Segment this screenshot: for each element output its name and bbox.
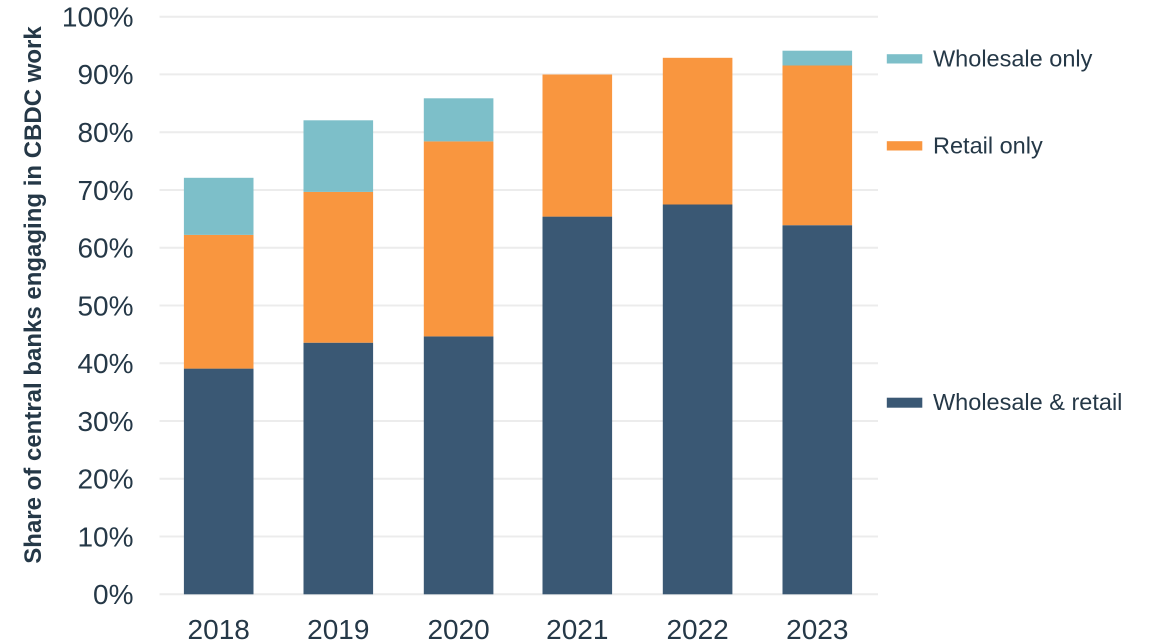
svg-text:100%: 100%	[62, 2, 134, 33]
svg-text:70%: 70%	[77, 175, 133, 206]
svg-text:Share of central banks engagin: Share of central banks engaging in CBDC …	[20, 26, 47, 564]
svg-text:Retail only: Retail only	[933, 133, 1043, 159]
svg-text:Wholesale & retail: Wholesale & retail	[933, 389, 1122, 415]
svg-text:2020: 2020	[427, 614, 489, 641]
svg-text:0%: 0%	[93, 579, 133, 610]
svg-text:90%: 90%	[77, 59, 133, 90]
svg-text:80%: 80%	[77, 117, 133, 148]
svg-text:30%: 30%	[77, 406, 133, 437]
svg-text:2019: 2019	[307, 614, 369, 641]
svg-text:40%: 40%	[77, 348, 133, 379]
svg-text:2021: 2021	[546, 614, 608, 641]
svg-text:2018: 2018	[188, 614, 250, 641]
svg-text:60%: 60%	[77, 233, 133, 264]
svg-text:20%: 20%	[77, 464, 133, 495]
svg-text:2023: 2023	[786, 614, 848, 641]
svg-text:Wholesale only: Wholesale only	[933, 46, 1093, 72]
svg-text:50%: 50%	[77, 290, 133, 321]
svg-text:2022: 2022	[666, 614, 728, 641]
svg-text:10%: 10%	[77, 521, 133, 552]
